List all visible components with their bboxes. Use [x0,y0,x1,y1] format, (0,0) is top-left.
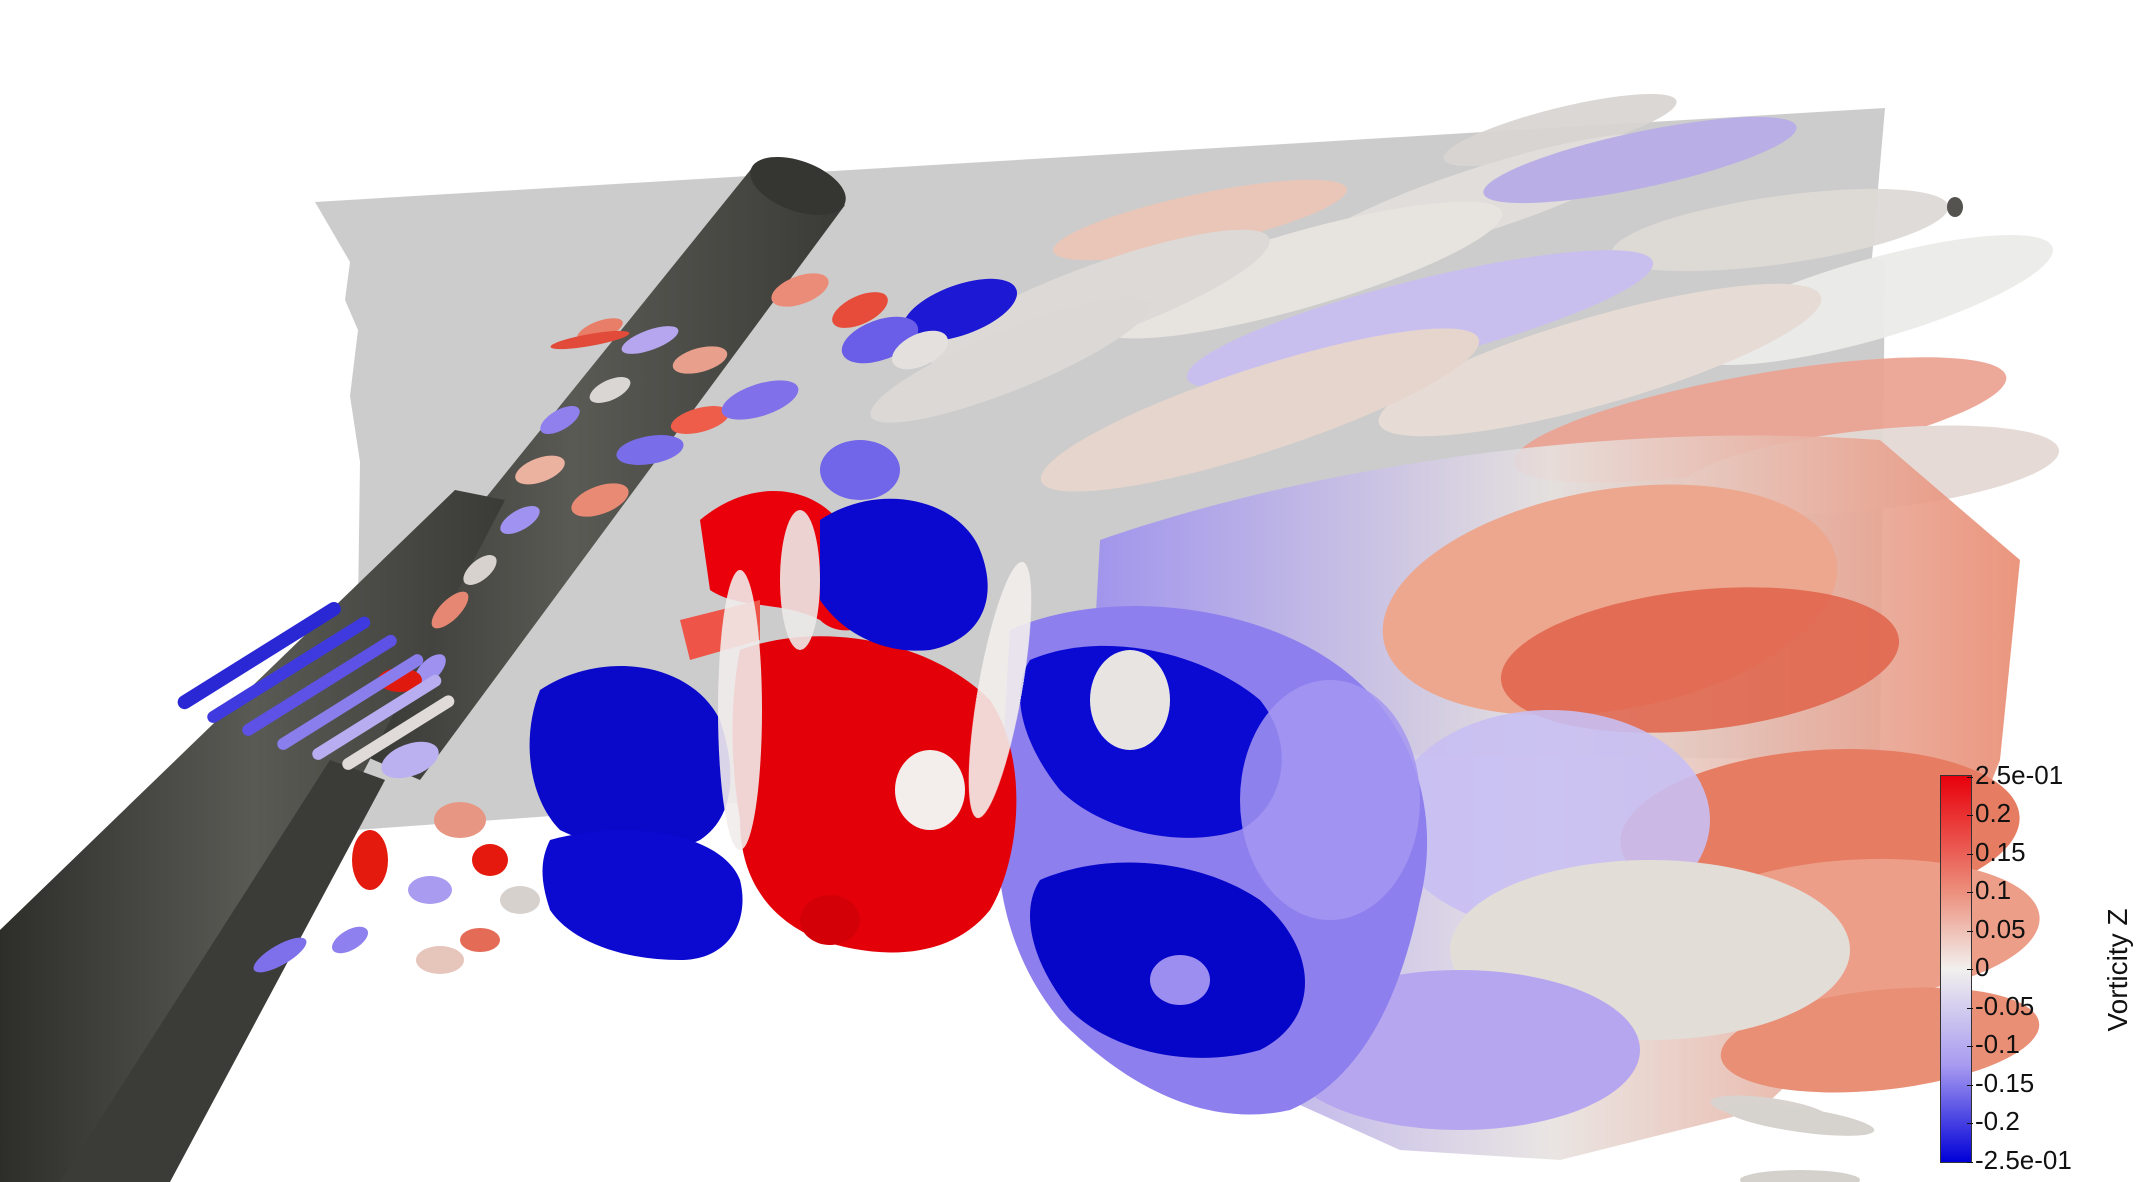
fragment [1947,197,1963,217]
small-eddies [331,273,949,974]
zero-vorticity-bands [718,510,1032,850]
colorbar-tick: 0.2 [1967,800,2011,826]
colorbar-tick: -2.5e-01 [1967,1147,2072,1173]
colorbar-tick: -0.05 [1967,993,2034,1019]
fragment [1725,1104,1875,1136]
wake-body [1080,435,2040,1182]
colorbar-tick: 0.1 [1967,877,2011,903]
cylinder-streaks [177,601,455,973]
colorbar-tick: 0 [1967,954,1989,980]
negative-vortex-center [529,278,1018,960]
colorbar-tick: -0.2 [1967,1108,2020,1134]
colorbar-tick: 2.5e-01 [1967,762,2063,788]
colorbar-tick: 0.15 [1967,839,2026,865]
negative-vortex-right [997,606,1428,1115]
colorbar-title: Vorticity Z [2102,908,2133,1032]
colorbar-tick: 0.05 [1967,916,2026,942]
colorbar-tick: -0.1 [1967,1031,2020,1057]
colorbar-tick: -0.15 [1967,1070,2034,1096]
